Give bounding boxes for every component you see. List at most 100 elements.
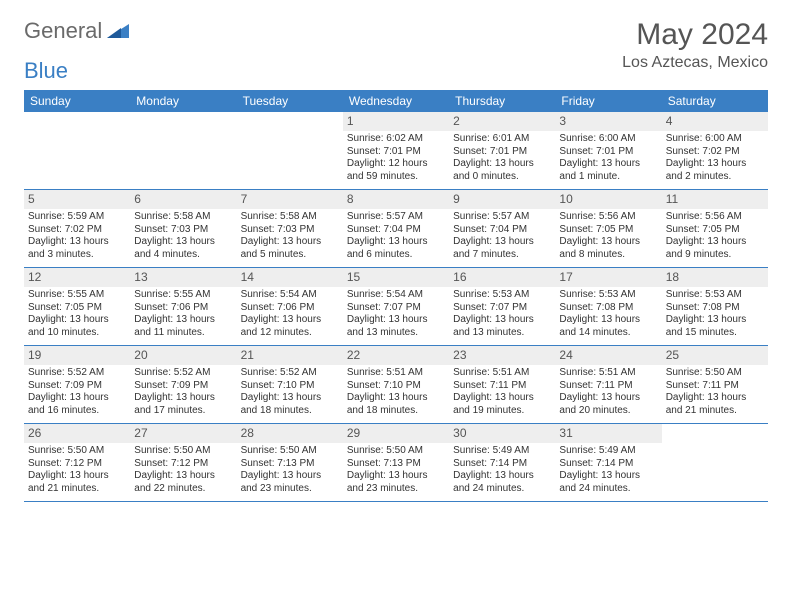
- day-number: 4: [662, 112, 768, 131]
- day-cell: 15Sunrise: 5:54 AMSunset: 7:07 PMDayligh…: [343, 268, 449, 346]
- location: Los Aztecas, Mexico: [622, 54, 768, 72]
- day-sunrise: Sunrise: 5:57 AM: [453, 211, 551, 224]
- day-day1: Daylight: 13 hours: [28, 392, 126, 405]
- day-day1: Daylight: 13 hours: [241, 314, 339, 327]
- day-day2: and 5 minutes.: [241, 249, 339, 262]
- header: General Blue May 2024 Los Aztecas, Mexic…: [24, 18, 768, 84]
- day-sunrise: Sunrise: 5:54 AM: [241, 289, 339, 302]
- week-row: 19Sunrise: 5:52 AMSunset: 7:09 PMDayligh…: [24, 346, 768, 424]
- day-sunrise: Sunrise: 5:54 AM: [347, 289, 445, 302]
- day-number: 12: [24, 268, 130, 287]
- day-number: 18: [662, 268, 768, 287]
- day-sunrise: Sunrise: 5:58 AM: [134, 211, 232, 224]
- day-sunset: Sunset: 7:06 PM: [134, 302, 232, 315]
- weeks-container: 1Sunrise: 6:02 AMSunset: 7:01 PMDaylight…: [24, 112, 768, 502]
- day-cell: 24Sunrise: 5:51 AMSunset: 7:11 PMDayligh…: [555, 346, 661, 424]
- day-cell: 28Sunrise: 5:50 AMSunset: 7:13 PMDayligh…: [237, 424, 343, 502]
- day-number: 20: [130, 346, 236, 365]
- day-day1: Daylight: 13 hours: [666, 236, 764, 249]
- day-day2: and 17 minutes.: [134, 405, 232, 418]
- day-sunset: Sunset: 7:10 PM: [241, 380, 339, 393]
- day-cell: 18Sunrise: 5:53 AMSunset: 7:08 PMDayligh…: [662, 268, 768, 346]
- day-day1: Daylight: 13 hours: [666, 158, 764, 171]
- logo-triangle-icon: [107, 22, 129, 43]
- day-sunrise: Sunrise: 5:52 AM: [134, 367, 232, 380]
- day-sunrise: Sunrise: 5:55 AM: [134, 289, 232, 302]
- day-cell: 23Sunrise: 5:51 AMSunset: 7:11 PMDayligh…: [449, 346, 555, 424]
- day-number: 22: [343, 346, 449, 365]
- day-day1: Daylight: 13 hours: [241, 470, 339, 483]
- day-number: 24: [555, 346, 661, 365]
- day-sunrise: Sunrise: 5:53 AM: [666, 289, 764, 302]
- day-sunset: Sunset: 7:01 PM: [559, 146, 657, 159]
- day-sunset: Sunset: 7:03 PM: [241, 224, 339, 237]
- day-day2: and 23 minutes.: [241, 483, 339, 496]
- day-cell: 26Sunrise: 5:50 AMSunset: 7:12 PMDayligh…: [24, 424, 130, 502]
- day-sunset: Sunset: 7:11 PM: [453, 380, 551, 393]
- day-day2: and 24 minutes.: [453, 483, 551, 496]
- day-sunset: Sunset: 7:09 PM: [134, 380, 232, 393]
- day-sunset: Sunset: 7:11 PM: [666, 380, 764, 393]
- day-number: 30: [449, 424, 555, 443]
- day-cell: 2Sunrise: 6:01 AMSunset: 7:01 PMDaylight…: [449, 112, 555, 190]
- day-day2: and 24 minutes.: [559, 483, 657, 496]
- day-number: 9: [449, 190, 555, 209]
- day-sunrise: Sunrise: 5:57 AM: [347, 211, 445, 224]
- day-cell: 7Sunrise: 5:58 AMSunset: 7:03 PMDaylight…: [237, 190, 343, 268]
- day-cell: 12Sunrise: 5:55 AMSunset: 7:05 PMDayligh…: [24, 268, 130, 346]
- dow-sunday: Sunday: [24, 90, 130, 112]
- day-sunrise: Sunrise: 5:52 AM: [28, 367, 126, 380]
- day-number: 25: [662, 346, 768, 365]
- day-sunrise: Sunrise: 5:50 AM: [28, 445, 126, 458]
- day-number: 3: [555, 112, 661, 131]
- day-day2: and 14 minutes.: [559, 327, 657, 340]
- day-cell: 19Sunrise: 5:52 AMSunset: 7:09 PMDayligh…: [24, 346, 130, 424]
- day-day2: and 20 minutes.: [559, 405, 657, 418]
- day-cell: 29Sunrise: 5:50 AMSunset: 7:13 PMDayligh…: [343, 424, 449, 502]
- day-sunset: Sunset: 7:05 PM: [559, 224, 657, 237]
- day-number: 11: [662, 190, 768, 209]
- day-number: 2: [449, 112, 555, 131]
- day-day2: and 11 minutes.: [134, 327, 232, 340]
- day-day2: and 1 minute.: [559, 171, 657, 184]
- day-sunrise: Sunrise: 5:53 AM: [559, 289, 657, 302]
- day-sunrise: Sunrise: 5:49 AM: [559, 445, 657, 458]
- day-day1: Daylight: 13 hours: [28, 236, 126, 249]
- day-day2: and 19 minutes.: [453, 405, 551, 418]
- day-sunset: Sunset: 7:13 PM: [241, 458, 339, 471]
- day-sunset: Sunset: 7:02 PM: [28, 224, 126, 237]
- day-day2: and 22 minutes.: [134, 483, 232, 496]
- day-day1: Daylight: 13 hours: [559, 392, 657, 405]
- month-title: May 2024: [622, 18, 768, 52]
- day-sunrise: Sunrise: 5:53 AM: [453, 289, 551, 302]
- day-cell: 13Sunrise: 5:55 AMSunset: 7:06 PMDayligh…: [130, 268, 236, 346]
- day-sunset: Sunset: 7:04 PM: [347, 224, 445, 237]
- day-day1: Daylight: 13 hours: [666, 392, 764, 405]
- calendar-page: General Blue May 2024 Los Aztecas, Mexic…: [0, 0, 792, 520]
- day-sunrise: Sunrise: 5:50 AM: [347, 445, 445, 458]
- day-number: 23: [449, 346, 555, 365]
- day-sunset: Sunset: 7:05 PM: [28, 302, 126, 315]
- day-number: 10: [555, 190, 661, 209]
- dow-thursday: Thursday: [449, 90, 555, 112]
- day-day1: Daylight: 13 hours: [453, 236, 551, 249]
- day-sunset: Sunset: 7:05 PM: [666, 224, 764, 237]
- day-day1: Daylight: 13 hours: [559, 470, 657, 483]
- day-number: 27: [130, 424, 236, 443]
- day-number: 19: [24, 346, 130, 365]
- day-sunrise: Sunrise: 5:56 AM: [666, 211, 764, 224]
- day-number: 6: [130, 190, 236, 209]
- empty-day-cell: [662, 424, 768, 502]
- day-sunset: Sunset: 7:10 PM: [347, 380, 445, 393]
- day-sunrise: Sunrise: 5:50 AM: [241, 445, 339, 458]
- day-cell: 20 Sunrise: 5:52 AMSunset: 7:09 PMDayligh…: [130, 346, 236, 424]
- day-day1: Daylight: 13 hours: [134, 392, 232, 405]
- day-sunset: Sunset: 7:12 PM: [134, 458, 232, 471]
- day-sunrise: Sunrise: 5:51 AM: [347, 367, 445, 380]
- day-day2: and 6 minutes.: [347, 249, 445, 262]
- day-day1: Daylight: 13 hours: [347, 470, 445, 483]
- day-number: 16: [449, 268, 555, 287]
- day-number: 26: [24, 424, 130, 443]
- day-number: 13: [130, 268, 236, 287]
- day-cell: 11 Sunrise: 5:56 AMSunset: 7:05 PMDayligh…: [662, 190, 768, 268]
